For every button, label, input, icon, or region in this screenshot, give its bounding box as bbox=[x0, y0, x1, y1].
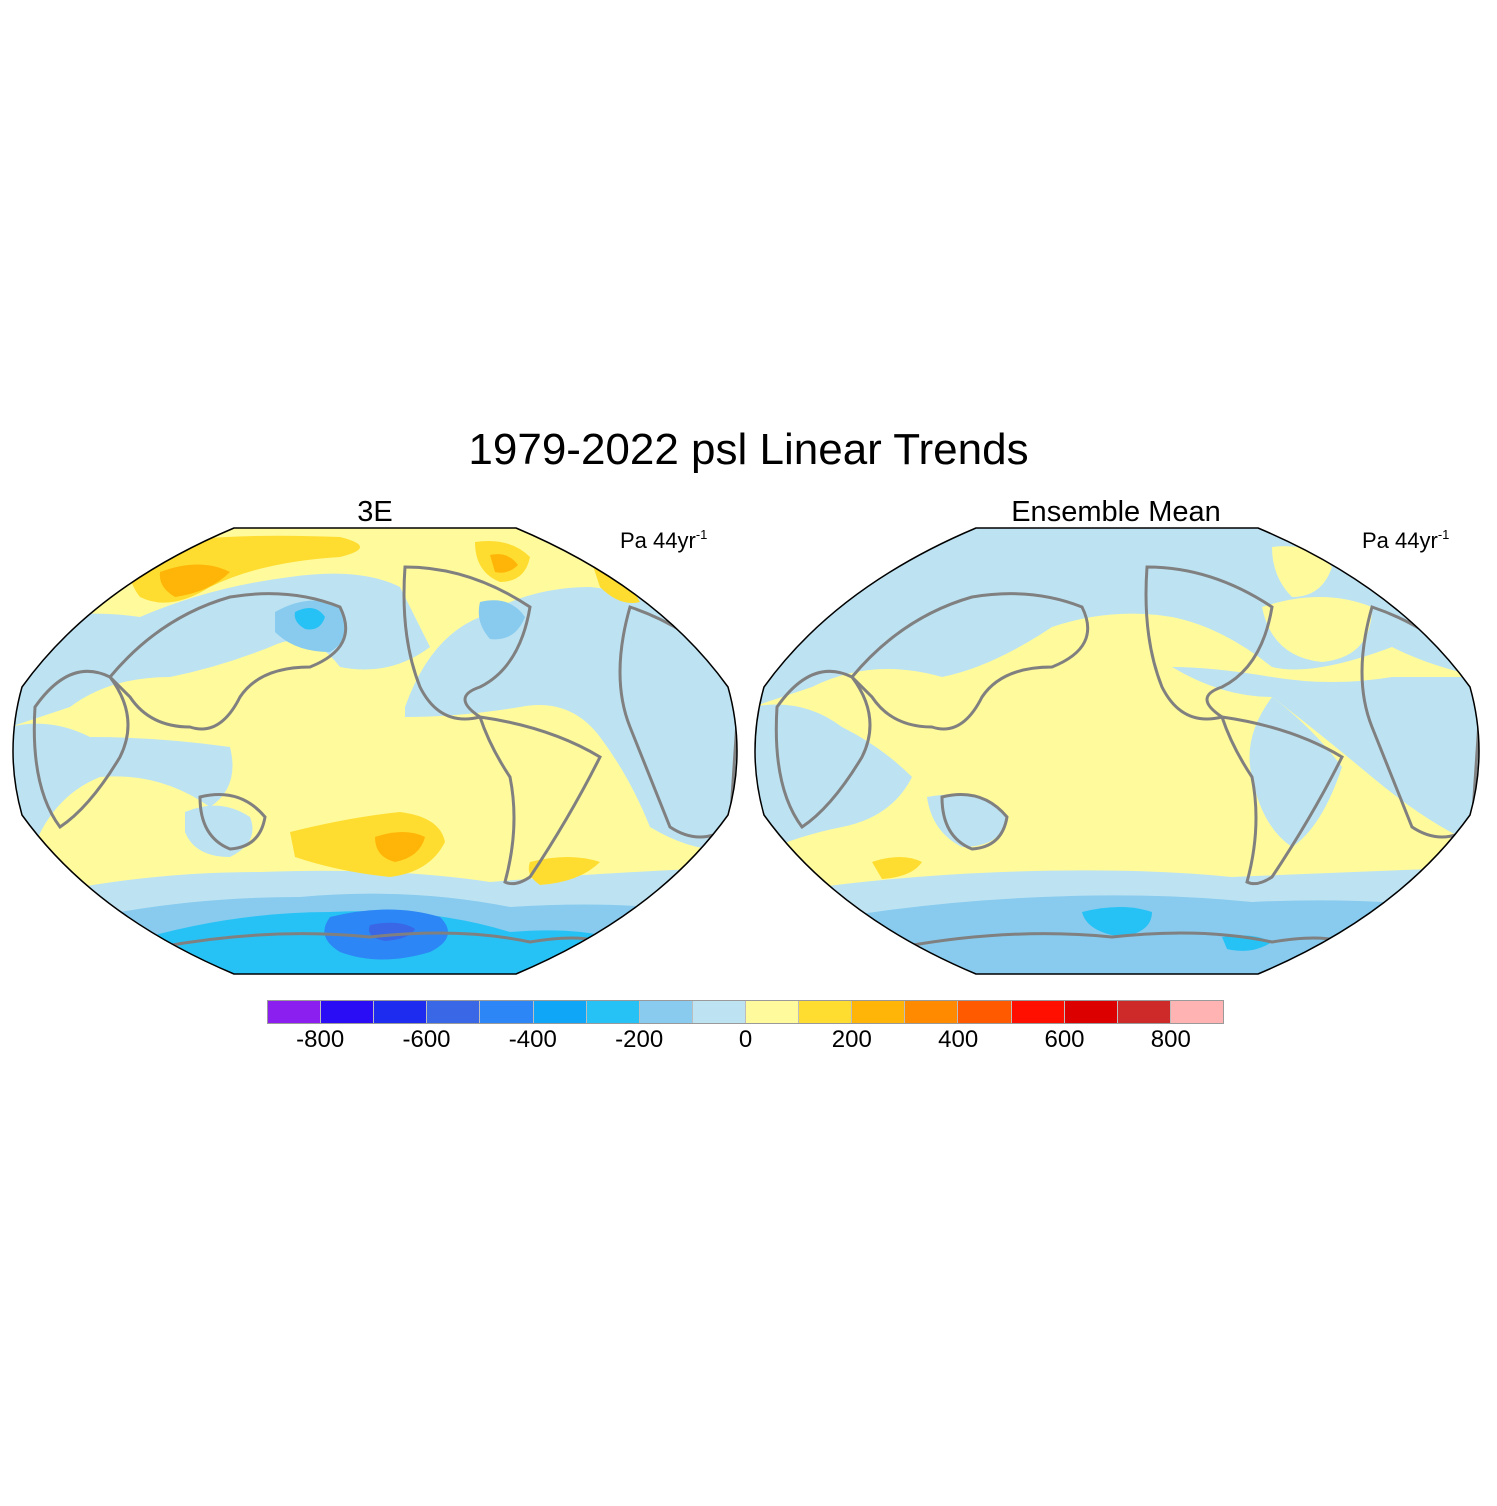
map-ensemble-mean bbox=[754, 527, 1480, 975]
colorbar bbox=[267, 1000, 1224, 1024]
colorbar-swatch bbox=[268, 1001, 322, 1023]
coastlines bbox=[32, 545, 737, 949]
neg-region bbox=[13, 723, 233, 857]
neg-region bbox=[1249, 697, 1342, 847]
pos-region bbox=[528, 857, 600, 885]
neg-region bbox=[405, 587, 737, 850]
colorbar-tick-label: 200 bbox=[831, 1026, 872, 1053]
colorbar-swatch bbox=[427, 1001, 481, 1023]
colorbar-tick-label: -200 bbox=[615, 1026, 664, 1053]
neg-region bbox=[927, 794, 1007, 847]
colorbar-tick-label: -400 bbox=[508, 1026, 557, 1053]
colorbar-swatch bbox=[1117, 1001, 1171, 1023]
pos-region bbox=[290, 812, 445, 877]
colorbar-swatch bbox=[321, 1001, 375, 1023]
colorbar-swatch bbox=[745, 1001, 800, 1023]
colorbar-swatch bbox=[852, 1001, 906, 1023]
colorbar-tick-label: -800 bbox=[296, 1026, 345, 1053]
colorbar-tick-label: 400 bbox=[938, 1026, 979, 1053]
pos-region bbox=[1262, 597, 1372, 662]
colorbar-swatch bbox=[692, 1001, 746, 1023]
pos-region bbox=[872, 857, 922, 879]
colorbar-tick-label: 0 bbox=[738, 1026, 753, 1053]
neg-region bbox=[294, 608, 325, 630]
colorbar-swatch bbox=[799, 1001, 853, 1023]
map-border bbox=[12, 527, 738, 975]
colorbar-swatch bbox=[1170, 1001, 1223, 1023]
figure-title: 1979-2022 psl Linear Trends bbox=[468, 425, 1029, 474]
neg-region bbox=[478, 600, 525, 640]
panel-title-3e: 3E bbox=[357, 496, 393, 528]
colorbar-swatch bbox=[533, 1001, 587, 1023]
colorbar-swatch bbox=[480, 1001, 534, 1023]
colorbar-tick-label: 600 bbox=[1044, 1026, 1085, 1053]
colorbar-swatch bbox=[1064, 1001, 1118, 1023]
map-border bbox=[754, 527, 1480, 975]
neg-region bbox=[1172, 667, 1479, 847]
colorbar-swatch bbox=[905, 1001, 959, 1023]
colorbar-swatch bbox=[958, 1001, 1012, 1023]
pos-region bbox=[1272, 546, 1332, 597]
map-3e bbox=[12, 527, 738, 975]
pos-region bbox=[490, 554, 518, 573]
colorbar-swatch bbox=[374, 1001, 428, 1023]
neg-region bbox=[755, 704, 912, 857]
units-label-3e: Pa 44yr-1 bbox=[620, 527, 708, 553]
panel-title-ensemble-mean: Ensemble Mean bbox=[1011, 496, 1221, 528]
pos-region bbox=[159, 564, 230, 597]
colorbar-swatch bbox=[586, 1001, 640, 1023]
colorbar-tick-label: 800 bbox=[1150, 1026, 1191, 1053]
neg-region bbox=[1082, 907, 1152, 937]
pos-region bbox=[375, 832, 425, 862]
colorbar-tick-label: -600 bbox=[402, 1026, 451, 1053]
colorbar-swatch bbox=[639, 1001, 693, 1023]
colorbar-swatch bbox=[1011, 1001, 1065, 1023]
units-label-ensemble-mean: Pa 44yr-1 bbox=[1362, 527, 1450, 553]
